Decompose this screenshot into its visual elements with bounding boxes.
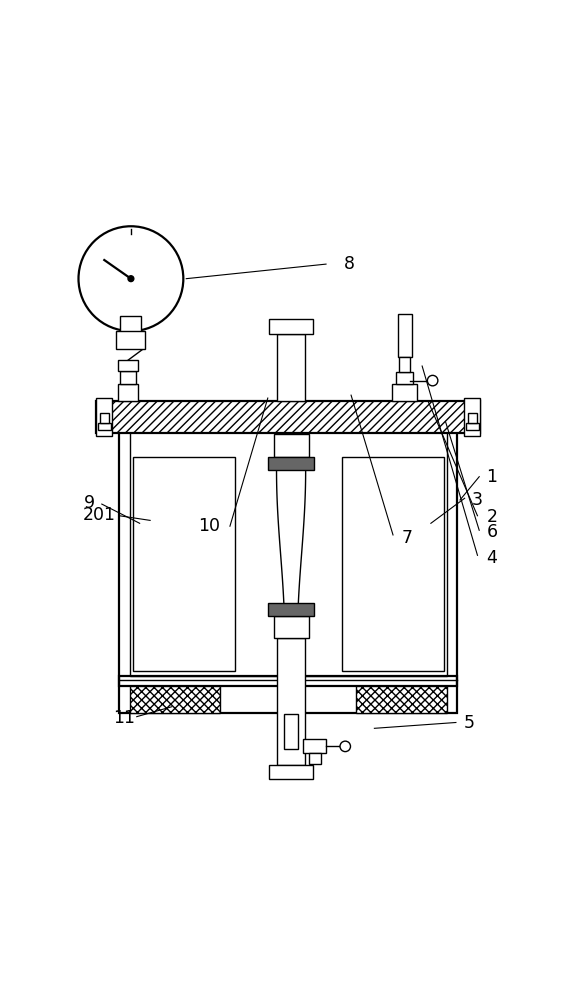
- Bar: [273, 616, 309, 638]
- Text: 6: 6: [486, 523, 497, 541]
- Bar: [96, 401, 480, 433]
- Bar: [284, 714, 298, 749]
- Bar: [133, 457, 235, 671]
- Bar: [119, 418, 457, 686]
- Text: 7: 7: [402, 529, 413, 547]
- Bar: [397, 314, 412, 357]
- Bar: [356, 686, 447, 713]
- Text: 10: 10: [199, 517, 220, 535]
- Circle shape: [78, 226, 183, 331]
- Text: 9: 9: [83, 494, 95, 512]
- Text: 201: 201: [82, 506, 115, 524]
- Bar: [392, 384, 417, 401]
- Bar: [268, 457, 315, 470]
- Circle shape: [340, 741, 350, 752]
- Bar: [130, 418, 447, 676]
- Bar: [466, 423, 479, 430]
- Bar: [96, 398, 112, 436]
- Bar: [277, 334, 305, 401]
- Bar: [273, 434, 309, 457]
- Text: 4: 4: [487, 549, 497, 567]
- Circle shape: [128, 276, 134, 282]
- Text: 3: 3: [472, 491, 483, 509]
- Bar: [467, 413, 477, 423]
- Bar: [269, 765, 313, 779]
- Circle shape: [427, 375, 438, 386]
- Bar: [98, 423, 111, 430]
- Bar: [118, 384, 139, 401]
- Text: 2: 2: [486, 508, 497, 526]
- Bar: [99, 413, 109, 423]
- Text: 11: 11: [113, 709, 135, 727]
- Bar: [119, 676, 457, 713]
- Bar: [303, 739, 326, 753]
- Text: 8: 8: [344, 255, 355, 273]
- Bar: [130, 686, 220, 713]
- Bar: [121, 371, 136, 384]
- Bar: [342, 457, 444, 671]
- Bar: [118, 360, 138, 371]
- Bar: [396, 372, 413, 384]
- Bar: [269, 319, 313, 334]
- Bar: [268, 603, 315, 616]
- Bar: [309, 753, 322, 764]
- Text: 1: 1: [486, 468, 497, 486]
- Bar: [121, 316, 141, 332]
- Bar: [464, 398, 480, 436]
- Bar: [277, 638, 305, 765]
- Bar: [399, 357, 410, 372]
- Text: 5: 5: [463, 714, 475, 732]
- Bar: [116, 331, 145, 349]
